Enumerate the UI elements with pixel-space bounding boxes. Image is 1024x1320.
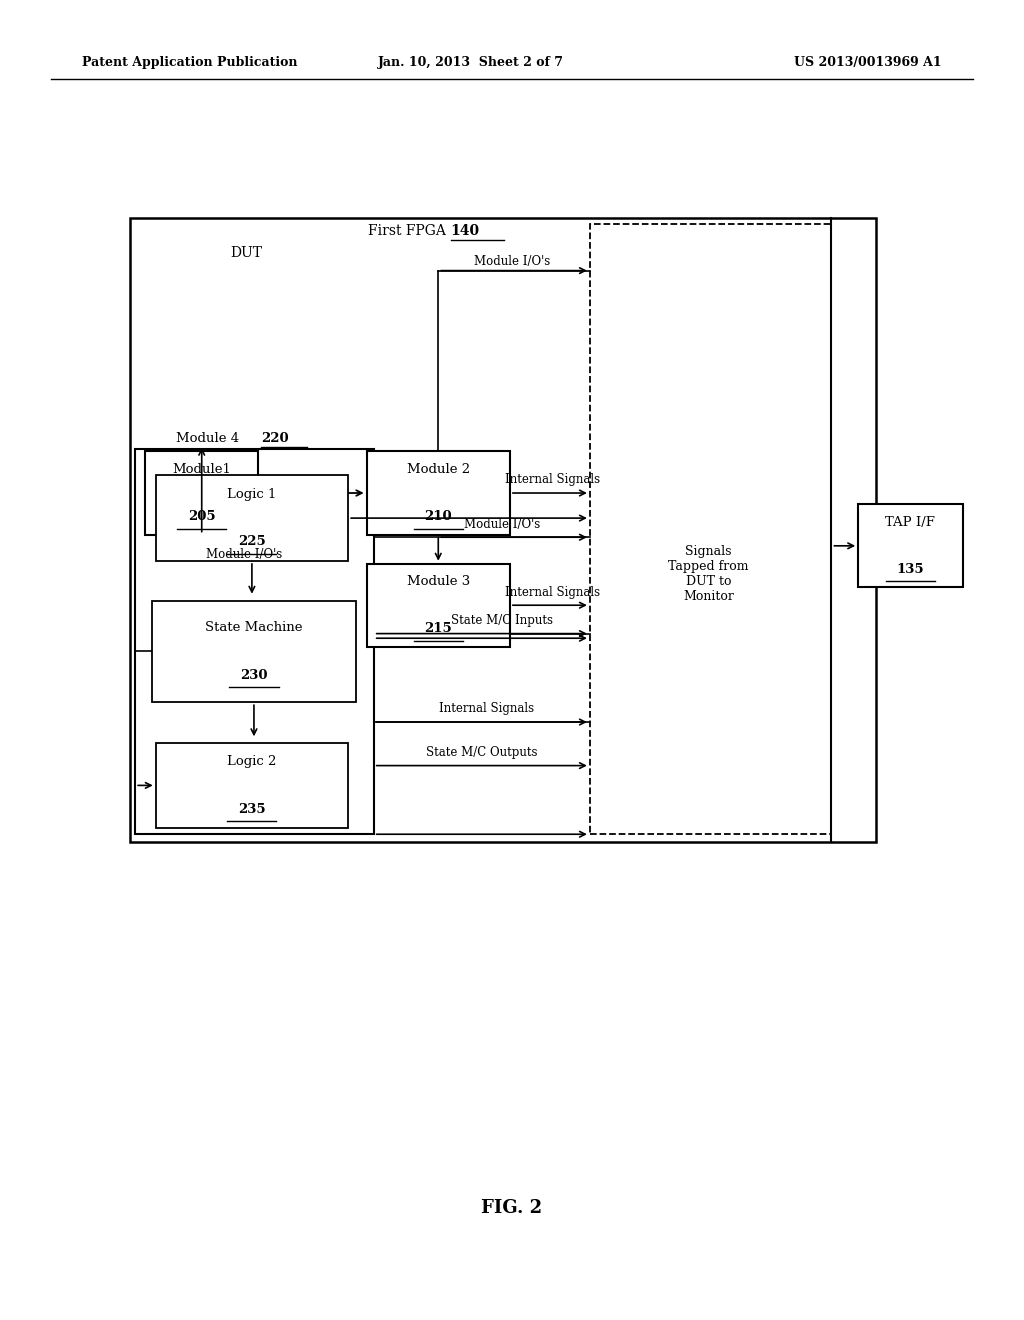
Text: DUT: DUT	[230, 247, 262, 260]
Text: Module 4: Module 4	[176, 432, 244, 445]
Text: Module I/O's: Module I/O's	[206, 548, 282, 561]
Bar	[590, 224, 831, 834]
Text: Module I/O's: Module I/O's	[464, 517, 540, 531]
Text: State Machine: State Machine	[205, 622, 303, 634]
Text: Patent Application Publication: Patent Application Publication	[82, 55, 297, 69]
Text: US 2013/0013969 A1: US 2013/0013969 A1	[795, 55, 942, 69]
Text: 210: 210	[425, 511, 452, 523]
Text: TAP I/F: TAP I/F	[886, 516, 935, 528]
Text: 215: 215	[424, 623, 453, 635]
Text: State M/C Inputs: State M/C Inputs	[451, 614, 553, 627]
Bar	[367, 564, 510, 647]
Text: 220: 220	[261, 432, 289, 445]
Text: 225: 225	[238, 536, 266, 548]
Text: Module1: Module1	[172, 463, 231, 475]
Bar	[135, 449, 374, 834]
Text: Internal Signals: Internal Signals	[439, 702, 534, 715]
Text: Module I/O's: Module I/O's	[474, 255, 550, 268]
Text: Internal Signals: Internal Signals	[506, 586, 600, 598]
Text: Logic 1: Logic 1	[227, 488, 276, 500]
Text: 205: 205	[188, 511, 215, 523]
Bar	[130, 218, 876, 842]
Text: State M/C Outputs: State M/C Outputs	[426, 746, 537, 759]
Text: Module 3: Module 3	[407, 576, 470, 587]
Bar	[156, 743, 348, 828]
Text: 135: 135	[897, 564, 924, 576]
Bar	[145, 451, 258, 535]
Bar	[152, 601, 356, 702]
Text: Jan. 10, 2013  Sheet 2 of 7: Jan. 10, 2013 Sheet 2 of 7	[378, 55, 564, 69]
Text: Logic 2: Logic 2	[227, 755, 276, 768]
Text: 230: 230	[241, 669, 267, 681]
Text: First FPGA: First FPGA	[368, 224, 445, 238]
Bar	[858, 504, 963, 587]
Text: 235: 235	[239, 803, 265, 816]
Text: FIG. 2: FIG. 2	[481, 1199, 543, 1217]
Bar	[156, 475, 348, 561]
Bar	[367, 451, 510, 535]
Text: Signals
Tapped from
DUT to
Monitor: Signals Tapped from DUT to Monitor	[669, 545, 749, 603]
Text: Module 2: Module 2	[407, 463, 470, 475]
Text: 140: 140	[451, 224, 479, 238]
Text: Internal Signals: Internal Signals	[506, 474, 600, 486]
